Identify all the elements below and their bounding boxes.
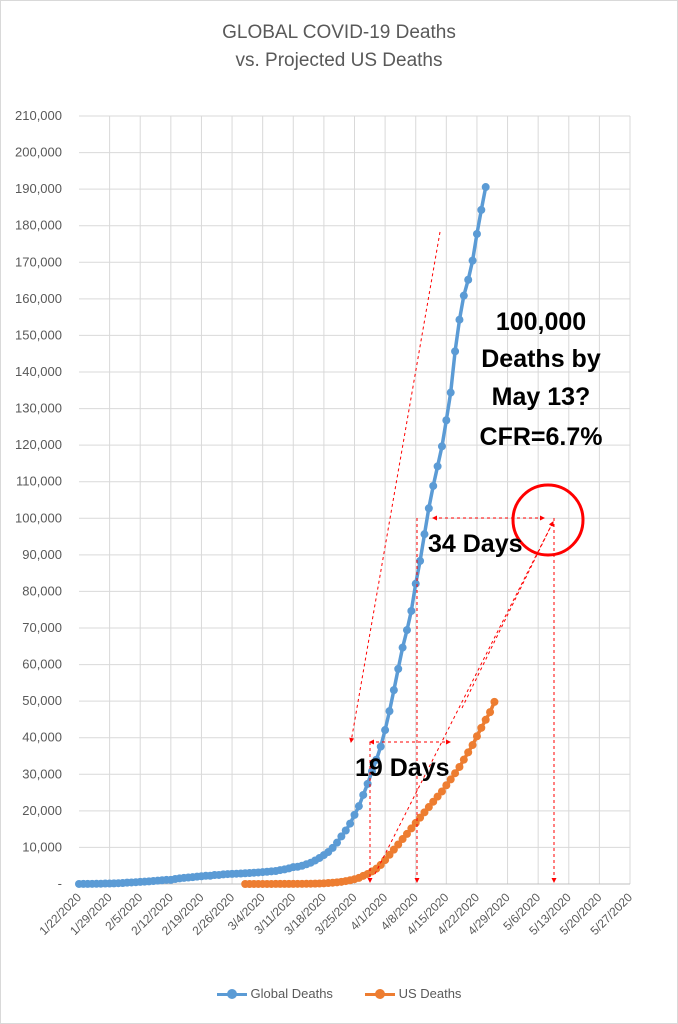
data-point-us: [402, 829, 411, 838]
legend-item-global: Global Deaths: [216, 986, 333, 1001]
arrow-us-projection-high: [461, 521, 554, 709]
data-point-us: [472, 732, 481, 741]
y-tick-label: 10,000: [22, 839, 62, 854]
y-tick-label: 160,000: [15, 291, 62, 306]
y-tick-label: 190,000: [15, 181, 62, 196]
data-point-global: [407, 606, 416, 615]
arrow-global-to-us-start: [349, 231, 441, 743]
data-point-us: [437, 787, 446, 796]
callout-text: CFR=6.7%: [480, 423, 603, 451]
data-point-global: [420, 530, 429, 539]
data-point-global: [346, 819, 355, 828]
data-point-us: [424, 803, 433, 812]
y-tick-label: 210,000: [15, 108, 62, 123]
data-point-global: [381, 726, 390, 735]
y-tick-label: 20,000: [22, 803, 62, 818]
y-tick-label: 150,000: [15, 327, 62, 342]
y-tick-label: 170,000: [15, 254, 62, 269]
chart-title-line-2: vs. Projected US Deaths: [235, 50, 443, 71]
data-point-us: [394, 840, 403, 849]
chart-title-line-1: GLOBAL COVID-19 Deaths: [222, 22, 456, 43]
data-point-global: [468, 256, 477, 265]
data-point-us: [451, 769, 460, 778]
y-tick-label: 200,000: [15, 145, 62, 160]
y-tick-label: 70,000: [22, 620, 62, 635]
arrow-us-projection-low: [374, 521, 554, 875]
y-tick-label: 100,000: [15, 510, 62, 525]
data-point-global: [359, 790, 368, 799]
data-point-global: [424, 504, 433, 513]
chart-legend: Global Deaths US Deaths: [0, 986, 678, 1002]
data-point-global: [433, 462, 442, 471]
legend-label-us: US Deaths: [398, 986, 462, 1001]
legend-marker-us: [374, 988, 385, 999]
legend-swatch-global: [216, 988, 247, 999]
data-point-global: [398, 643, 407, 652]
label-19-days: 19 Days: [355, 754, 450, 782]
data-point-global: [477, 205, 486, 214]
data-point-global: [416, 556, 425, 565]
y-tick-label: 130,000: [15, 401, 62, 416]
data-point-us: [381, 856, 390, 865]
data-point-global: [389, 686, 398, 695]
data-point-us: [477, 723, 486, 732]
y-tick-label: 50,000: [22, 693, 62, 708]
data-point-us: [407, 824, 416, 833]
data-point-global: [464, 275, 473, 284]
y-tick-label: 120,000: [15, 437, 62, 452]
data-point-global: [411, 579, 420, 588]
data-point-us: [464, 748, 473, 757]
y-tick-label: 30,000: [22, 766, 62, 781]
y-tick-label: 80,000: [22, 583, 62, 598]
data-point-global: [354, 802, 363, 811]
data-point-global: [337, 832, 346, 841]
data-point-global: [328, 843, 337, 852]
data-point-global: [333, 838, 342, 847]
data-point-global: [451, 347, 460, 356]
data-point-us: [459, 755, 468, 764]
data-point-us: [416, 813, 425, 822]
y-tick-label: 140,000: [15, 364, 62, 379]
label-34-days: 34 Days: [428, 530, 523, 558]
data-point-global: [341, 826, 350, 835]
data-point-global: [402, 626, 411, 635]
y-tick-label: 90,000: [22, 547, 62, 562]
y-tick-label: 180,000: [15, 218, 62, 233]
data-point-global: [429, 481, 438, 490]
data-point-global: [350, 810, 359, 819]
data-point-us: [486, 708, 495, 717]
data-point-global: [385, 707, 394, 716]
data-point-global: [437, 442, 446, 451]
data-point-global: [472, 229, 481, 238]
data-point-us: [455, 762, 464, 771]
legend-label-global: Global Deaths: [250, 986, 333, 1001]
data-point-global: [372, 755, 381, 764]
legend-item-us: US Deaths: [364, 986, 462, 1001]
data-point-global: [376, 742, 385, 751]
data-point-global: [446, 388, 455, 397]
data-point-us: [420, 808, 429, 817]
data-point-us: [468, 741, 477, 750]
callout-text: 100,000: [496, 308, 586, 336]
legend-swatch-us: [364, 988, 395, 999]
data-point-us: [490, 697, 499, 706]
data-point-global: [394, 664, 403, 673]
data-point-us: [446, 775, 455, 784]
y-tick-label: 40,000: [22, 730, 62, 745]
callout-text: Deaths by: [481, 345, 601, 373]
data-point-us: [411, 818, 420, 827]
data-point-global: [459, 291, 468, 300]
y-tick-label: 60,000: [22, 657, 62, 672]
data-point-us: [442, 781, 451, 790]
y-tick-label: 110,000: [16, 474, 62, 489]
y-tick-label: -: [58, 876, 62, 891]
legend-marker-global: [226, 988, 237, 999]
target-circle: [511, 483, 585, 557]
callout-text: May 13?: [492, 383, 591, 411]
data-point-global: [481, 183, 490, 192]
data-point-global: [442, 416, 451, 425]
data-point-us: [481, 715, 490, 724]
data-point-global: [455, 315, 464, 324]
